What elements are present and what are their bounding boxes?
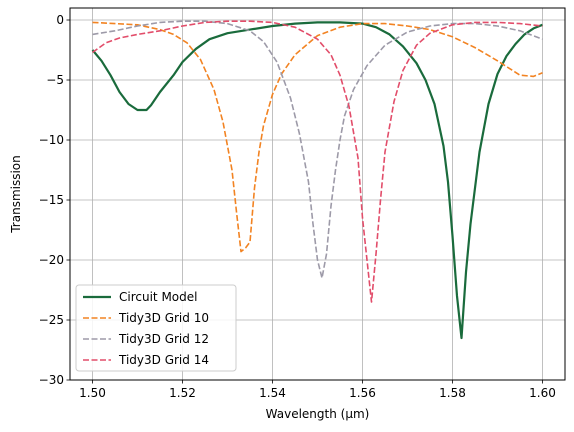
- y-tick-label: −15: [39, 193, 64, 207]
- x-tick-label: 1.56: [349, 386, 376, 400]
- legend-label-circuit-model: Circuit Model: [119, 290, 197, 304]
- y-axis-label: Transmission: [9, 155, 23, 234]
- y-tick-label: −20: [39, 253, 64, 267]
- x-tick-label: 1.52: [169, 386, 196, 400]
- x-tick-label: 1.50: [79, 386, 106, 400]
- legend-label-tidy3d-grid-12: Tidy3D Grid 12: [118, 332, 209, 346]
- x-axis-label: Wavelength (µm): [266, 407, 370, 421]
- y-tick-label: 0: [56, 13, 64, 27]
- legend-label-tidy3d-grid-14: Tidy3D Grid 14: [118, 353, 209, 367]
- legend-label-tidy3d-grid-10: Tidy3D Grid 10: [118, 311, 209, 325]
- legend: Circuit Model Tidy3D Grid 10 Tidy3D Grid 1…: [75, 284, 237, 372]
- plot-frame: [69, 7, 566, 381]
- y-tick-label: −25: [39, 313, 64, 327]
- grid: [70, 8, 565, 381]
- x-tick-label: 1.60: [529, 386, 556, 400]
- y-axis: −30 −25 −20 −15 −10 −5 0: [39, 13, 70, 387]
- series-layer: [91, 20, 543, 340]
- y-tick-label: −5: [46, 73, 64, 87]
- series-line-tidy3d-grid-10: [92, 21, 543, 253]
- x-tick-label: 1.58: [439, 386, 466, 400]
- y-tick-label: −30: [39, 373, 64, 387]
- series-line-tidy3d-grid-12: [92, 20, 543, 279]
- x-axis: 1.50 1.52 1.54 1.56 1.58 1.60: [79, 380, 556, 400]
- y-tick-label: −10: [39, 133, 64, 147]
- series-line-circuit-model: [91, 21, 543, 340]
- x-tick-label: 1.54: [259, 386, 286, 400]
- legend-box: [75, 284, 237, 372]
- series-line-tidy3d-grid-14: [92, 20, 543, 303]
